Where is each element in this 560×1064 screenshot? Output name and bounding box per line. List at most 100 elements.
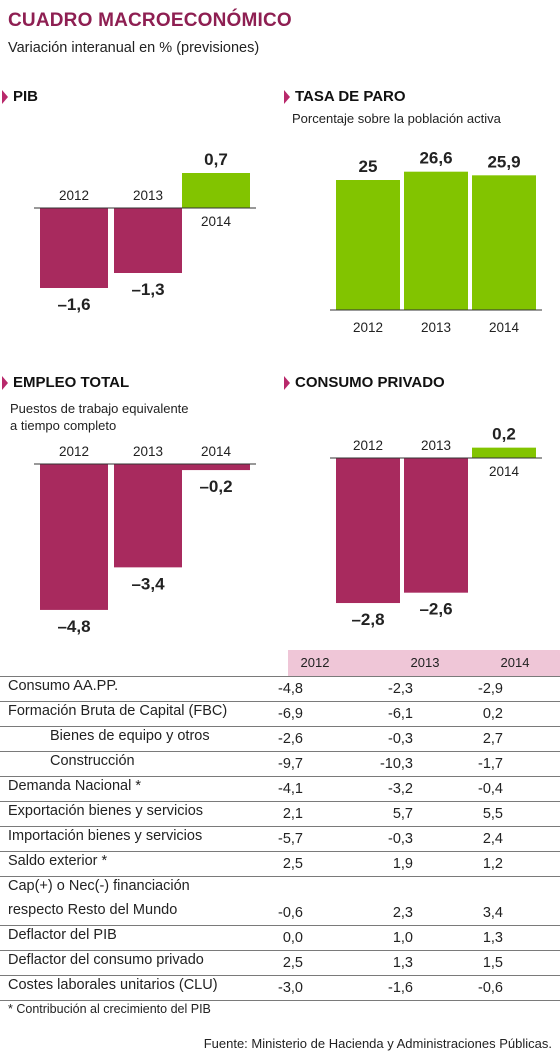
tick-label-2012: 2012 bbox=[59, 444, 89, 459]
bullet-marker-icon bbox=[284, 375, 290, 390]
tick-label-2013: 2013 bbox=[133, 444, 163, 459]
data-label-2012: –4,8 bbox=[57, 617, 90, 636]
data-label-2013: –3,4 bbox=[131, 574, 165, 593]
row-label: Construcción bbox=[50, 753, 135, 769]
chart-subtitle: Porcentaje sobre la población activa bbox=[292, 111, 501, 126]
row-value-2013: 1,9 bbox=[392, 856, 413, 872]
tick-label-2014: 2014 bbox=[201, 214, 232, 229]
tick-label-2012: 2012 bbox=[59, 188, 89, 203]
row-value-2012: -0,6 bbox=[278, 905, 303, 921]
row-value-2014: -1,7 bbox=[478, 756, 503, 772]
data-label-2013: 26,6 bbox=[419, 149, 452, 168]
table-row: Consumo AA.PP. -4,8 -2,3 -2,9 bbox=[0, 677, 560, 702]
row-label: Deflactor del PIB bbox=[8, 927, 117, 943]
bar-2012 bbox=[336, 458, 400, 604]
row-value-2012: -5,7 bbox=[278, 831, 303, 847]
table-row: Saldo exterior * 2,5 1,9 1,2 bbox=[0, 852, 560, 877]
row-value-2012: -3,0 bbox=[278, 980, 303, 996]
chart-empleo: EMPLEO TOTAL Puestos de trabajo equivale… bbox=[2, 374, 262, 644]
data-label-2012: –1,6 bbox=[57, 295, 90, 314]
row-value-2013: -2,3 bbox=[388, 681, 413, 697]
chart-title-text: CONSUMO PRIVADO bbox=[295, 374, 445, 391]
tick-label-2014: 2014 bbox=[489, 320, 520, 335]
chart-consumo-plot: 2012 –2,8 2013 –2,6 2014 0,2 bbox=[330, 425, 542, 629]
row-label: Importación bienes y servicios bbox=[8, 828, 203, 844]
bar-2013 bbox=[404, 458, 468, 593]
chart-title: PIB bbox=[2, 88, 38, 105]
row-value-2013: 1,3 bbox=[392, 955, 413, 971]
row-value-2014: -0,6 bbox=[478, 980, 503, 996]
chart-title: EMPLEO TOTAL bbox=[2, 374, 129, 391]
bar-2014 bbox=[182, 173, 250, 208]
chart-consumo: CONSUMO PRIVADO 2012 –2,8 2013 –2,6 2014 0,2 bbox=[284, 374, 544, 634]
row-label: Formación Bruta de Capital (FBC) bbox=[8, 703, 228, 719]
row-value-2014: 5,5 bbox=[482, 806, 503, 822]
chart-title: CONSUMO PRIVADO bbox=[284, 374, 445, 391]
data-label-2014: –0,2 bbox=[199, 477, 232, 496]
row-value-2014: -0,4 bbox=[478, 781, 503, 797]
bullet-marker-icon bbox=[284, 89, 290, 104]
tick-label-2014: 2014 bbox=[489, 464, 520, 479]
chart-pib: PIB 2012 –1,6 2013 –1,3 2014 0,7 bbox=[2, 88, 262, 328]
chart-paro: TASA DE PARO Porcentaje sobre la poblaci… bbox=[284, 88, 544, 348]
row-value-2012: 2,5 bbox=[282, 856, 303, 872]
chart-empleo-plot: 2012 –4,8 2013 –3,4 2014 –0,2 bbox=[34, 444, 256, 636]
row-value-2012: -4,1 bbox=[278, 781, 303, 797]
table-row: Exportación bienes y servicios 2,1 5,7 5,5 bbox=[0, 802, 560, 827]
page-subtitle: Variación interanual en % (previsiones) bbox=[8, 40, 260, 56]
row-label: Deflactor del consumo privado bbox=[8, 952, 204, 968]
row-value-2014: 2,7 bbox=[482, 731, 503, 747]
tick-label-2013: 2013 bbox=[133, 188, 163, 203]
row-value-2012: 2,5 bbox=[282, 955, 303, 971]
row-value-2013: 2,3 bbox=[392, 905, 413, 921]
table-row: Deflactor del consumo privado 2,5 1,3 1,5 bbox=[0, 951, 560, 976]
chart-subtitle-line: Puestos de trabajo equivalente bbox=[10, 401, 189, 416]
row-value-2012: 2,1 bbox=[282, 806, 303, 822]
row-value-2013: -0,3 bbox=[388, 831, 413, 847]
bar-2013 bbox=[114, 464, 182, 568]
data-label-2014: 0,2 bbox=[492, 425, 516, 444]
bar-2014 bbox=[472, 175, 536, 310]
bar-2013 bbox=[404, 171, 468, 310]
row-value-2014: 0,2 bbox=[482, 706, 503, 722]
row-value-2013: 1,0 bbox=[392, 930, 413, 946]
page-title: CUADRO MACROECONÓMICO bbox=[8, 10, 292, 31]
row-label-continued: respecto Resto del Mundo bbox=[8, 902, 178, 918]
table-row: Demanda Nacional * -4,1 -3,2 -0,4 bbox=[0, 777, 560, 802]
row-value-2014: -2,9 bbox=[478, 681, 503, 697]
row-value-2014: 1,2 bbox=[482, 856, 503, 872]
tick-label-2012: 2012 bbox=[353, 320, 383, 335]
row-value-2013: -1,6 bbox=[388, 980, 413, 996]
data-label-2014: 25,9 bbox=[487, 152, 520, 171]
row-label: Costes laborales unitarios (CLU) bbox=[8, 977, 218, 993]
column-header-2014: 2014 bbox=[500, 655, 530, 670]
table-body: Consumo AA.PP. -4,8 -2,3 -2,9 Formación Brut… bbox=[0, 676, 560, 1001]
data-label-2014: 0,7 bbox=[204, 150, 228, 169]
chart-paro-plot: 2012 25 2013 26,6 2014 25,9 bbox=[330, 149, 542, 335]
tick-label-2013: 2013 bbox=[421, 438, 451, 453]
chart-subtitle: Puestos de trabajo equivalente a tiempo … bbox=[10, 400, 189, 434]
chart-title-text: TASA DE PARO bbox=[295, 88, 406, 105]
row-value-2014: 1,3 bbox=[482, 930, 503, 946]
row-value-2013: -3,2 bbox=[388, 781, 413, 797]
row-label: Consumo AA.PP. bbox=[8, 678, 119, 694]
tick-label-2013: 2013 bbox=[421, 320, 451, 335]
chart-pib-plot: 2012 –1,6 2013 –1,3 2014 0,7 bbox=[34, 150, 256, 314]
row-value-2012: -9,7 bbox=[278, 756, 303, 772]
row-value-2013: -10,3 bbox=[379, 756, 413, 772]
row-value-2012: -6,9 bbox=[278, 706, 303, 722]
tick-label-2012: 2012 bbox=[353, 438, 383, 453]
row-label: Saldo exterior * bbox=[8, 853, 108, 869]
row-value-2014: 1,5 bbox=[482, 955, 503, 971]
table-row: Bienes de equipo y otros -2,6 -0,3 2,7 bbox=[0, 727, 560, 752]
row-value-2014: 3,4 bbox=[482, 905, 503, 921]
chart-title-text: EMPLEO TOTAL bbox=[13, 374, 130, 391]
chart-title-text: PIB bbox=[13, 88, 39, 105]
bar-2014 bbox=[182, 464, 250, 471]
row-value-2012: 0,0 bbox=[282, 930, 303, 946]
chart-subtitle-line: a tiempo completo bbox=[10, 418, 117, 433]
table-footnote: * Contribución al crecimiento del PIB bbox=[8, 1002, 211, 1016]
table-row: Costes laborales unitarios (CLU) -3,0 -1,6… bbox=[0, 976, 560, 1001]
row-label: Demanda Nacional * bbox=[8, 778, 141, 794]
table-header: 2012 2013 2014 bbox=[0, 650, 560, 676]
